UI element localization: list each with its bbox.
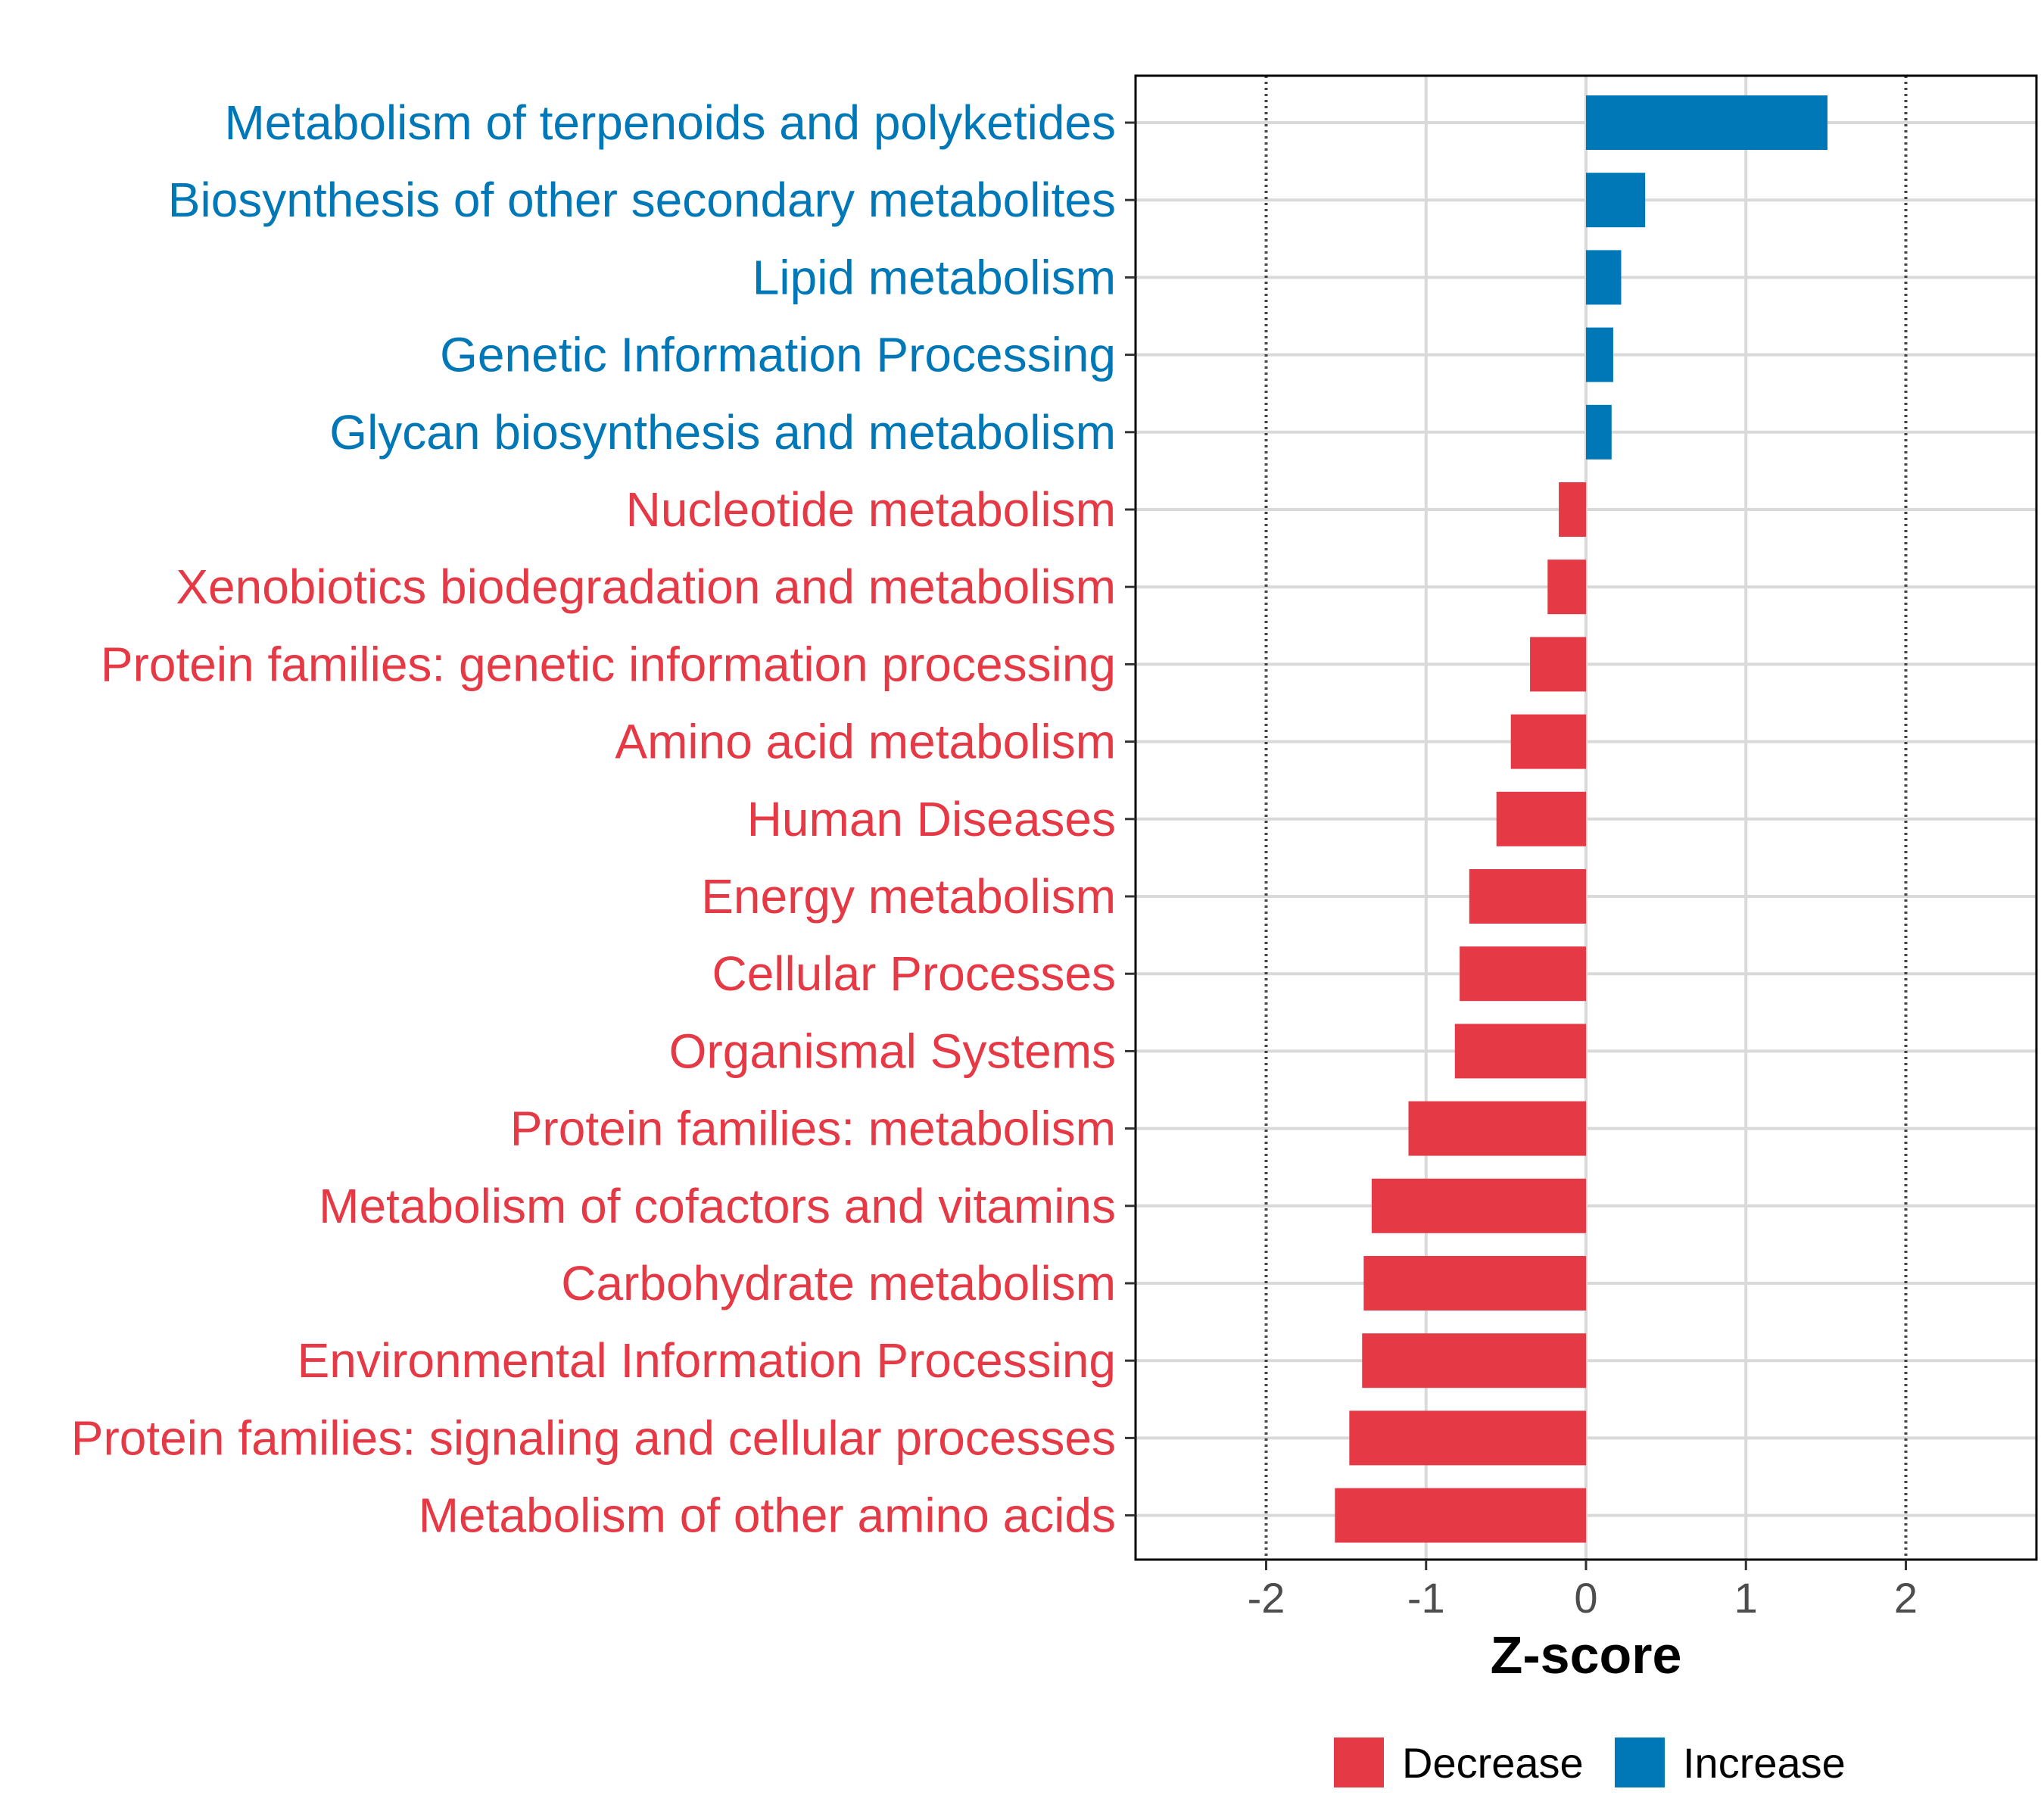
bar bbox=[1335, 1488, 1586, 1543]
category-label: Xenobiotics biodegradation and metabolis… bbox=[176, 559, 1116, 614]
x-tick-label: 0 bbox=[1574, 1574, 1597, 1622]
legend-label-increase: Increase bbox=[1683, 1739, 1846, 1787]
category-label: Protein families: signaling and cellular… bbox=[71, 1410, 1116, 1465]
category-label: Nucleotide metabolism bbox=[626, 482, 1116, 537]
category-label: Cellular Processes bbox=[712, 946, 1116, 1001]
bar bbox=[1363, 1256, 1586, 1311]
category-labels: Metabolism of terpenoids and polyketides… bbox=[71, 95, 1136, 1543]
bar bbox=[1586, 173, 1646, 228]
bar bbox=[1547, 559, 1586, 615]
category-label: Genetic Information Processing bbox=[440, 328, 1116, 382]
x-tick-label: -2 bbox=[1248, 1574, 1285, 1622]
x-tick-label: -1 bbox=[1407, 1574, 1445, 1622]
legend: Decrease Increase bbox=[1334, 1738, 1846, 1787]
bar bbox=[1559, 482, 1586, 537]
category-label: Metabolism of other amino acids bbox=[419, 1488, 1116, 1543]
bar bbox=[1362, 1333, 1586, 1388]
category-label: Metabolism of cofactors and vitamins bbox=[319, 1179, 1116, 1233]
bar bbox=[1586, 250, 1622, 305]
x-tick-label: 1 bbox=[1734, 1574, 1758, 1622]
category-label: Protein families: metabolism bbox=[510, 1102, 1116, 1156]
bar bbox=[1586, 404, 1612, 460]
bar bbox=[1371, 1178, 1586, 1233]
category-label: Amino acid metabolism bbox=[615, 715, 1116, 769]
bar bbox=[1469, 869, 1586, 924]
x-axis: -2 -1 0 1 2 bbox=[1248, 1560, 1918, 1622]
category-label: Carbohydrate metabolism bbox=[561, 1256, 1116, 1311]
legend-swatch-increase bbox=[1615, 1738, 1665, 1787]
bar bbox=[1460, 946, 1586, 1002]
bar bbox=[1530, 637, 1586, 692]
bar bbox=[1586, 95, 1827, 150]
bar bbox=[1586, 327, 1613, 382]
legend-swatch-decrease bbox=[1334, 1738, 1384, 1787]
category-label: Protein families: genetic information pr… bbox=[101, 637, 1116, 691]
bar bbox=[1349, 1410, 1586, 1466]
category-label: Environmental Information Processing bbox=[298, 1333, 1116, 1388]
category-label: Lipid metabolism bbox=[752, 250, 1116, 304]
category-label: Organismal Systems bbox=[669, 1024, 1116, 1078]
category-label: Glycan biosynthesis and metabolism bbox=[329, 405, 1116, 460]
x-tick-label: 2 bbox=[1894, 1574, 1918, 1622]
bar bbox=[1496, 791, 1586, 846]
bar bbox=[1408, 1101, 1586, 1156]
category-label: Energy metabolism bbox=[701, 869, 1116, 924]
category-label: Human Diseases bbox=[747, 792, 1116, 846]
plot-area bbox=[1134, 74, 2038, 1561]
category-label: Biosynthesis of other secondary metaboli… bbox=[168, 173, 1116, 227]
x-axis-title: Z-score bbox=[1491, 1625, 1682, 1685]
category-label: Metabolism of terpenoids and polyketides bbox=[224, 95, 1116, 150]
bar bbox=[1510, 714, 1586, 769]
bar bbox=[1454, 1024, 1586, 1079]
legend-label-decrease: Decrease bbox=[1402, 1739, 1584, 1787]
